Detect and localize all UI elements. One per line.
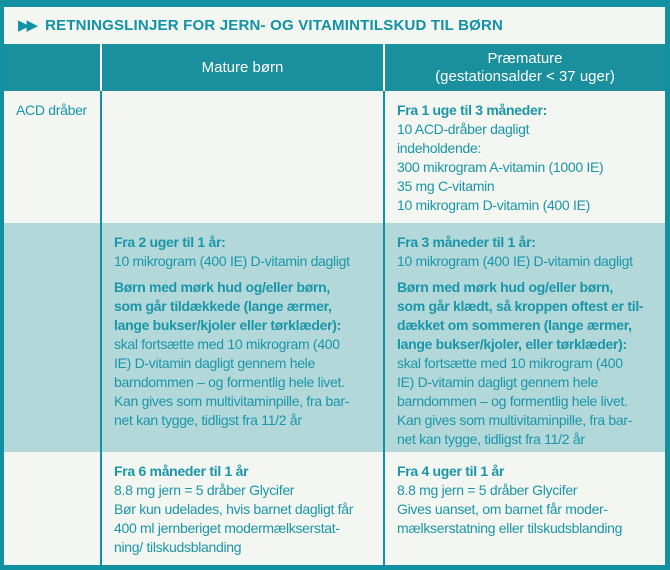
row1-praemature-body: 10 ACD-dråber dagligt indeholdende: 300 … [397, 121, 604, 213]
row3-label-cell [4, 452, 100, 565]
panel-inner: ▶▶ RETNINGSLINJER FOR JERN- OG VITAMINTI… [4, 7, 665, 565]
row3-mature-body: 8.8 mg jern = 5 dråber Glycifer Bør kun … [114, 482, 354, 555]
row1-label-cell: ACD dråber [4, 91, 100, 223]
header-cell-praemature: Præmature (gestationsalder < 37 uger) [383, 44, 665, 91]
row1-praemature-heading: Fra 1 uge til 3 måneder: [397, 102, 547, 118]
row2-praemature-p1-body: 10 mikrogram (400 IE) D-vitamin dagligt [397, 253, 633, 269]
row1-mature-cell [100, 91, 383, 223]
row3-mature-heading: Fra 6 måneder til 1 år [114, 463, 249, 479]
row1-label: ACD dråber [16, 102, 87, 118]
row2-mature-cell: Fra 2 uger til 1 år: 10 mikrogram (400 I… [100, 223, 383, 452]
row2-praemature-p1-heading: Fra 3 måneder til 1 år: [397, 234, 536, 250]
row3-praemature-body: 8.8 mg jern = 5 dråber Glycifer Gives ua… [397, 482, 623, 536]
row2-praemature-cell: Fra 3 måneder til 1 år: 10 mikrogram (40… [383, 223, 665, 452]
row2-praemature-p2-heading: Børn med mørk hud og/eller børn, som går… [397, 279, 644, 352]
guideline-table: Mature børn Præmature (gestationsalder <… [4, 44, 665, 565]
header-label-mature: Mature børn [201, 58, 284, 76]
row2-praemature-p2-body: skal fortsætte med 10 mikrogram (400 IE)… [397, 355, 633, 447]
row2-label-cell [4, 223, 100, 452]
row2-mature-p1-body: 10 mikrogram (400 IE) D-vitamin dagligt [114, 253, 350, 269]
header-cell-empty [4, 44, 100, 91]
row1-praemature-cell: Fra 1 uge til 3 måneder: 10 ACD-dråber d… [383, 91, 665, 223]
row3-praemature-cell: Fra 4 uger til 1 år 8.8 mg jern = 5 dråb… [383, 452, 665, 565]
row2-mature-p1-heading: Fra 2 uger til 1 år: [114, 234, 226, 250]
panel-title-bar: ▶▶ RETNINGSLINJER FOR JERN- OG VITAMINTI… [4, 7, 665, 44]
page-title: RETNINGSLINJER FOR JERN- OG VITAMINTILSK… [45, 17, 504, 34]
row2-mature-p2-heading: Børn med mørk hud og/eller børn, som går… [114, 279, 341, 333]
double-arrow-icon: ▶▶ [18, 17, 38, 34]
row3-praemature-heading: Fra 4 uger til 1 år [397, 463, 505, 479]
header-label-praemature-line1: Præmature [487, 49, 563, 67]
header-label-praemature-line2: (gestationsalder < 37 uger) [435, 67, 615, 85]
row2-mature-p2-body: skal fortsætte med 10 mikrogram (400 IE)… [114, 336, 350, 428]
row3-mature-cell: Fra 6 måneder til 1 år 8.8 mg jern = 5 d… [100, 452, 383, 565]
header-cell-mature: Mature børn [100, 44, 383, 91]
